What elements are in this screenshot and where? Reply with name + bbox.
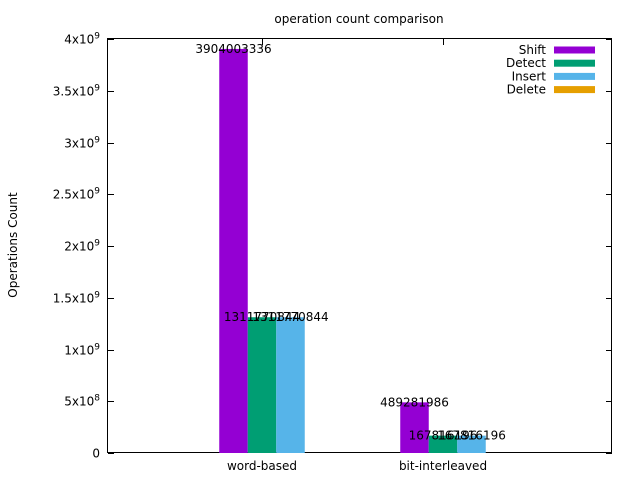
bar-detect (428, 435, 458, 453)
bar-value-label: 3904003336 (195, 42, 271, 56)
legend-swatch (554, 86, 595, 94)
bar-shift (219, 48, 248, 453)
y-tick-label: 4x109 (64, 32, 100, 47)
bar-value-label: 489281986 (380, 395, 449, 409)
legend-swatch (554, 72, 595, 80)
legend-label: Detect (506, 56, 546, 70)
y-tick-label: 3x109 (64, 136, 100, 151)
y-tick-label: 1.5x109 (53, 291, 100, 306)
bar-insert (457, 435, 486, 453)
legend-swatch (554, 59, 595, 67)
legend-label: Insert (512, 69, 547, 83)
y-tick-label: 0 (92, 447, 100, 461)
bar-shift (400, 402, 429, 453)
y-tick-label: 2.5x109 (53, 187, 100, 202)
y-tick-label: 2x109 (64, 239, 100, 254)
legend-label: Delete (507, 83, 546, 97)
bar-value-label: 167816196 (409, 429, 478, 443)
bar-insert (276, 317, 305, 453)
x-tick-label: bit-interleaved (399, 459, 487, 473)
bar-value-label: 167816196 (437, 429, 506, 443)
y-tick-label: 3.5x109 (53, 84, 100, 99)
y-tick-label: 5x108 (64, 394, 100, 409)
legend-label: Shift (519, 43, 547, 57)
bars (219, 48, 486, 453)
y-axis: 0 5x108 1x109 1.5x109 2x109 2.5x109 3x109 3.5x1… (53, 32, 612, 461)
chart-title: operation count comparison (274, 12, 443, 26)
plot-frame (107, 38, 612, 453)
y-axis-label: Operations Count (6, 192, 20, 298)
bar-detect (247, 317, 277, 453)
x-tick-label: word-based (227, 459, 297, 473)
legend-swatch (554, 46, 595, 54)
bar-value-label: 1311770844 (252, 310, 328, 324)
y-tick-label: 1x109 (64, 343, 100, 358)
bar-value-label: 1311770844 (224, 310, 300, 324)
